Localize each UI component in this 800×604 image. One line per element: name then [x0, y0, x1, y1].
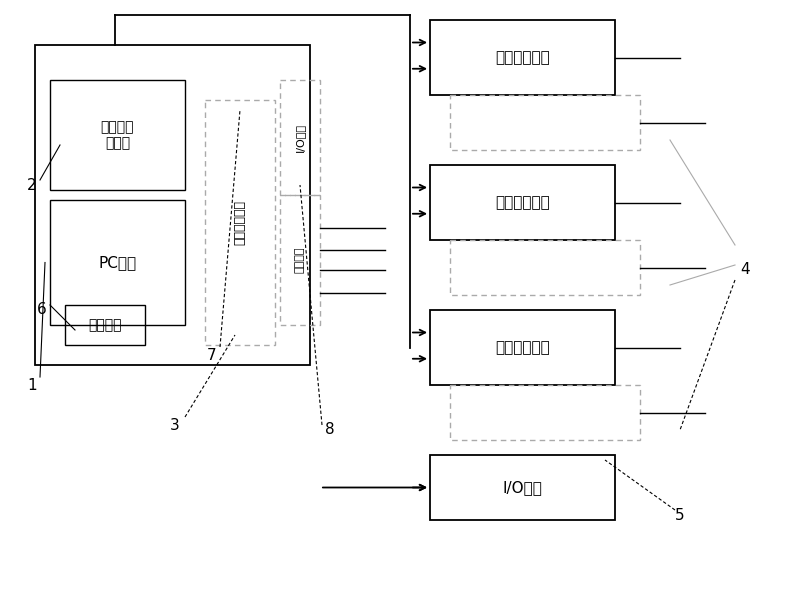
Text: 2: 2 — [27, 178, 37, 193]
Text: 8: 8 — [325, 423, 335, 437]
Text: 伺服驱动装置: 伺服驱动装置 — [495, 50, 550, 65]
Text: 伺服驱动装置: 伺服驱动装置 — [495, 195, 550, 210]
Text: 4: 4 — [740, 263, 750, 277]
Text: 串行接口: 串行接口 — [88, 318, 122, 332]
Text: 解释程序
存储器: 解释程序 存储器 — [101, 120, 134, 150]
Text: 7: 7 — [207, 347, 217, 362]
Text: 联动接口: 联动接口 — [295, 247, 305, 273]
Text: 1: 1 — [27, 378, 37, 393]
Text: 5: 5 — [675, 507, 685, 522]
Text: I/O装置: I/O装置 — [502, 480, 542, 495]
Text: 伺服驱动装置: 伺服驱动装置 — [495, 340, 550, 355]
Text: 6: 6 — [37, 303, 47, 318]
Text: PC系统: PC系统 — [98, 255, 137, 270]
Text: 3: 3 — [170, 417, 180, 432]
Text: I/O接口: I/O接口 — [295, 123, 305, 152]
Text: 实时控制模块: 实时控制模块 — [234, 200, 246, 245]
